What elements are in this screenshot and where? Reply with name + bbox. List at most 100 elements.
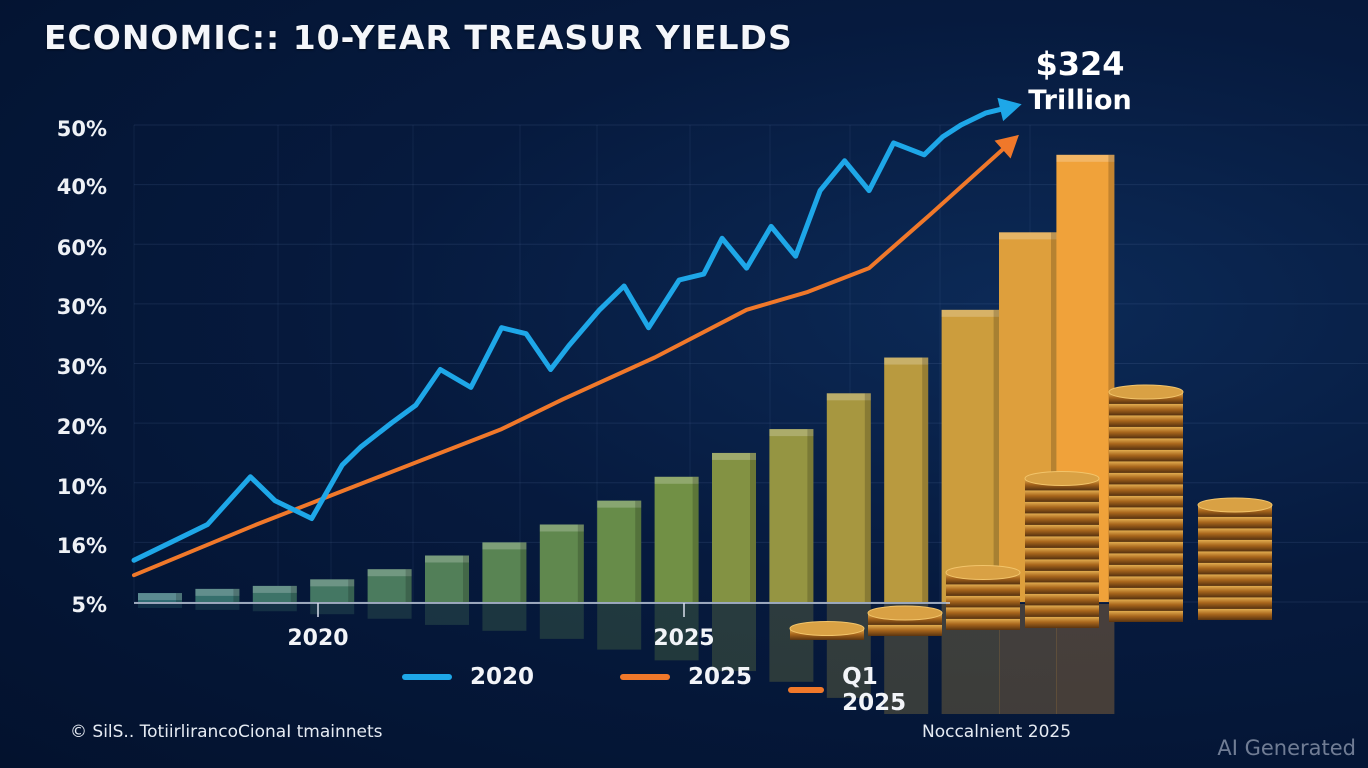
coin (1198, 574, 1272, 586)
bar (941, 309, 1000, 602)
coin (1025, 536, 1099, 548)
y-tick-label: 20% (57, 415, 107, 439)
coin (946, 618, 1020, 630)
coin-top (867, 605, 943, 621)
chart-title: ECONOMIC:: 10-YEAR TREASUR YIELDS (44, 18, 793, 57)
bar (654, 476, 699, 602)
bar-side-face (750, 452, 756, 602)
y-tick-label: 60% (57, 236, 107, 260)
y-tick-label: 10% (57, 475, 107, 499)
bar-reflection (367, 604, 412, 619)
coin (1198, 539, 1272, 551)
y-tick-label: 16% (57, 534, 107, 558)
x-axis (134, 602, 950, 617)
coin (1198, 551, 1272, 563)
coin (1109, 564, 1183, 576)
bar-top-face (597, 500, 642, 508)
legend-item-q1-2025: Q1 2025 (788, 664, 920, 716)
bar-top-face (1056, 154, 1115, 162)
coin (946, 595, 1020, 607)
coin (1109, 507, 1183, 519)
x-tick-label: 2025 (653, 626, 714, 651)
coin (1025, 490, 1099, 502)
bar-side-face (176, 593, 182, 602)
bar-reflection (539, 604, 584, 639)
bar-side-face (520, 542, 527, 602)
bar-top-face (712, 452, 756, 460)
coin (1025, 616, 1099, 628)
coin (1198, 562, 1272, 574)
bar-top-face (425, 555, 469, 563)
coin (1025, 559, 1099, 571)
legend-label-2025: 2025 (688, 664, 753, 690)
legend-label-2020: 2020 (470, 664, 535, 690)
bar-top-face (195, 588, 240, 596)
arrow-head-2025 (994, 134, 1019, 159)
bar-top-face (826, 393, 871, 401)
bar (138, 593, 182, 602)
coin (1109, 415, 1183, 427)
coin (1109, 518, 1183, 530)
coin (946, 607, 1020, 619)
legend-swatch-q1-2025 (788, 687, 825, 693)
y-tick-label: 50% (57, 117, 107, 141)
coin-stacks (789, 384, 1273, 640)
bar (769, 429, 814, 602)
bar-top-face (482, 542, 527, 550)
coin-top (1197, 497, 1273, 513)
bar (310, 579, 355, 602)
bar-top-face (252, 585, 297, 593)
coin (1025, 605, 1099, 617)
bar-reflection (712, 604, 756, 672)
x-tick-label: 2020 (287, 626, 348, 651)
bar (482, 542, 527, 602)
bar-reflection (138, 604, 182, 609)
bar (826, 393, 871, 602)
coin (1109, 461, 1183, 473)
bar-reflection (597, 604, 642, 650)
callout-amount: $324 (1035, 45, 1125, 83)
bar-side-face (922, 357, 929, 602)
coin (1109, 484, 1183, 496)
coin (1109, 449, 1183, 461)
coin (1025, 593, 1099, 605)
coin (1109, 530, 1183, 542)
bar (539, 524, 584, 602)
bar-top-face (654, 476, 699, 484)
bar-top-face (367, 569, 412, 577)
series-lines (131, 97, 1022, 578)
legend-label-q1-2025: Q1 2025 (842, 664, 907, 716)
coin (1109, 495, 1183, 507)
coin-stack (1108, 384, 1184, 622)
arrow-head-2020 (997, 97, 1022, 122)
bar-side-face (692, 476, 699, 602)
coin (1109, 426, 1183, 438)
coin (868, 624, 942, 636)
bar-side-face (463, 555, 469, 602)
bar-top-face (539, 524, 584, 532)
coin-stack (1197, 497, 1273, 620)
bar-side-face (993, 309, 1000, 602)
bar-top-face (769, 429, 814, 437)
bar-side-face (864, 393, 871, 602)
coin-top (1024, 471, 1100, 486)
bar-reflection (654, 604, 699, 661)
bar-top-face (999, 232, 1057, 240)
y-tick-label: 30% (57, 295, 107, 319)
bar-reflection (425, 604, 469, 625)
coin-stack (867, 605, 943, 636)
y-tick-labels: 50% 40% 60% 30% 30% 20% 10% 16% 5% (57, 117, 107, 617)
callout-unit: Trillion (1028, 85, 1132, 116)
source-credit: © SilS.. TotiirlirancoCionaI tmainnets (70, 722, 383, 742)
coin-stack (789, 621, 865, 640)
bar (884, 357, 929, 602)
bar-side-face (635, 500, 642, 602)
bar (425, 555, 469, 602)
bar (597, 500, 642, 602)
coin-top (1108, 384, 1184, 400)
coin-top (789, 621, 865, 636)
bar-top-face (310, 579, 355, 587)
bars-group (138, 154, 1115, 602)
bar (367, 569, 412, 602)
ai-watermark: AI Generated (1217, 736, 1356, 760)
